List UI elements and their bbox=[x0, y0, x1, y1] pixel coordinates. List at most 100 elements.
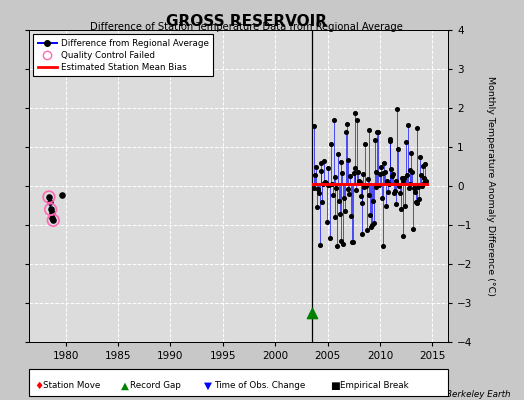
Point bbox=[411, 189, 419, 195]
Point bbox=[406, 181, 414, 187]
Point bbox=[364, 126, 373, 133]
Point bbox=[390, 188, 399, 194]
Point bbox=[367, 224, 375, 231]
Point bbox=[343, 121, 351, 127]
Point bbox=[403, 122, 412, 128]
Point bbox=[324, 182, 333, 189]
Point bbox=[394, 146, 402, 152]
Point bbox=[377, 195, 386, 201]
Text: ▲: ▲ bbox=[121, 381, 128, 391]
Point bbox=[345, 191, 354, 198]
Point bbox=[322, 219, 331, 225]
Point bbox=[336, 159, 345, 166]
Point bbox=[384, 188, 392, 195]
Point bbox=[321, 179, 329, 185]
Point bbox=[358, 231, 367, 238]
Point bbox=[58, 191, 66, 198]
Point bbox=[330, 116, 338, 123]
Point bbox=[344, 156, 353, 163]
Point bbox=[310, 185, 319, 191]
Point bbox=[351, 164, 359, 171]
Point bbox=[399, 233, 408, 239]
Point bbox=[339, 241, 347, 248]
Point bbox=[392, 178, 401, 184]
Point bbox=[407, 150, 416, 156]
Point bbox=[421, 161, 430, 168]
Point bbox=[401, 202, 409, 209]
Point bbox=[364, 175, 372, 182]
Point bbox=[47, 206, 55, 213]
Text: Difference of Station Temperature Data from Regional Average: Difference of Station Temperature Data f… bbox=[90, 22, 403, 32]
Point bbox=[308, 310, 316, 316]
Point bbox=[412, 200, 421, 206]
Text: ▼: ▼ bbox=[204, 381, 212, 391]
Point bbox=[411, 198, 420, 205]
Point bbox=[318, 199, 326, 205]
Point bbox=[319, 181, 328, 187]
Point bbox=[386, 136, 395, 142]
Legend: Difference from Regional Average, Quality Control Failed, Estimated Station Mean: Difference from Regional Average, Qualit… bbox=[33, 34, 213, 76]
Point bbox=[331, 214, 340, 220]
Point bbox=[369, 220, 378, 226]
Y-axis label: Monthly Temperature Anomaly Difference (°C): Monthly Temperature Anomaly Difference (… bbox=[486, 76, 495, 296]
Point bbox=[409, 225, 417, 232]
Point bbox=[369, 198, 377, 204]
Point bbox=[366, 212, 375, 218]
Point bbox=[327, 141, 335, 147]
Point bbox=[419, 163, 427, 169]
Point bbox=[346, 173, 354, 179]
Point bbox=[47, 215, 56, 221]
Point bbox=[418, 183, 426, 190]
Text: Empirical Break: Empirical Break bbox=[340, 381, 408, 390]
Point bbox=[343, 186, 352, 192]
Point bbox=[328, 181, 336, 188]
Point bbox=[340, 195, 348, 202]
Point bbox=[405, 184, 413, 191]
Point bbox=[351, 110, 359, 116]
Point bbox=[360, 184, 368, 190]
Point bbox=[332, 184, 341, 191]
Point bbox=[361, 141, 369, 148]
Point bbox=[417, 172, 425, 178]
Point bbox=[391, 200, 400, 207]
Point bbox=[333, 243, 341, 250]
Text: ♦: ♦ bbox=[34, 381, 43, 391]
Point bbox=[353, 116, 362, 123]
Point bbox=[420, 180, 429, 186]
Point bbox=[335, 198, 343, 204]
Point bbox=[356, 178, 364, 185]
Point bbox=[342, 128, 350, 135]
Text: ■: ■ bbox=[330, 381, 340, 391]
Point bbox=[325, 181, 333, 188]
Point bbox=[357, 200, 366, 206]
Point bbox=[402, 139, 410, 146]
Point bbox=[363, 227, 371, 233]
Point bbox=[414, 184, 422, 190]
Point bbox=[376, 171, 384, 178]
Point bbox=[313, 204, 321, 210]
Point bbox=[355, 178, 363, 184]
Point bbox=[309, 123, 318, 129]
Point bbox=[370, 137, 379, 143]
Point bbox=[350, 170, 358, 176]
Point bbox=[378, 243, 387, 249]
Point bbox=[377, 164, 385, 171]
Point bbox=[368, 221, 376, 228]
Text: Berkeley Earth: Berkeley Earth bbox=[446, 390, 511, 399]
Point bbox=[338, 170, 346, 176]
Point bbox=[45, 194, 53, 200]
Text: Station Move: Station Move bbox=[43, 381, 101, 390]
Point bbox=[393, 106, 401, 113]
Text: Time of Obs. Change: Time of Obs. Change bbox=[214, 381, 305, 390]
Point bbox=[380, 160, 388, 166]
Point bbox=[365, 192, 374, 198]
Point bbox=[422, 178, 430, 184]
Point bbox=[334, 150, 342, 157]
Point bbox=[341, 208, 349, 214]
Text: GROSS RESERVOIR: GROSS RESERVOIR bbox=[166, 14, 327, 29]
Point bbox=[383, 178, 391, 184]
Point bbox=[335, 211, 344, 218]
Point bbox=[337, 238, 346, 244]
Point bbox=[372, 169, 380, 176]
Point bbox=[362, 183, 370, 190]
